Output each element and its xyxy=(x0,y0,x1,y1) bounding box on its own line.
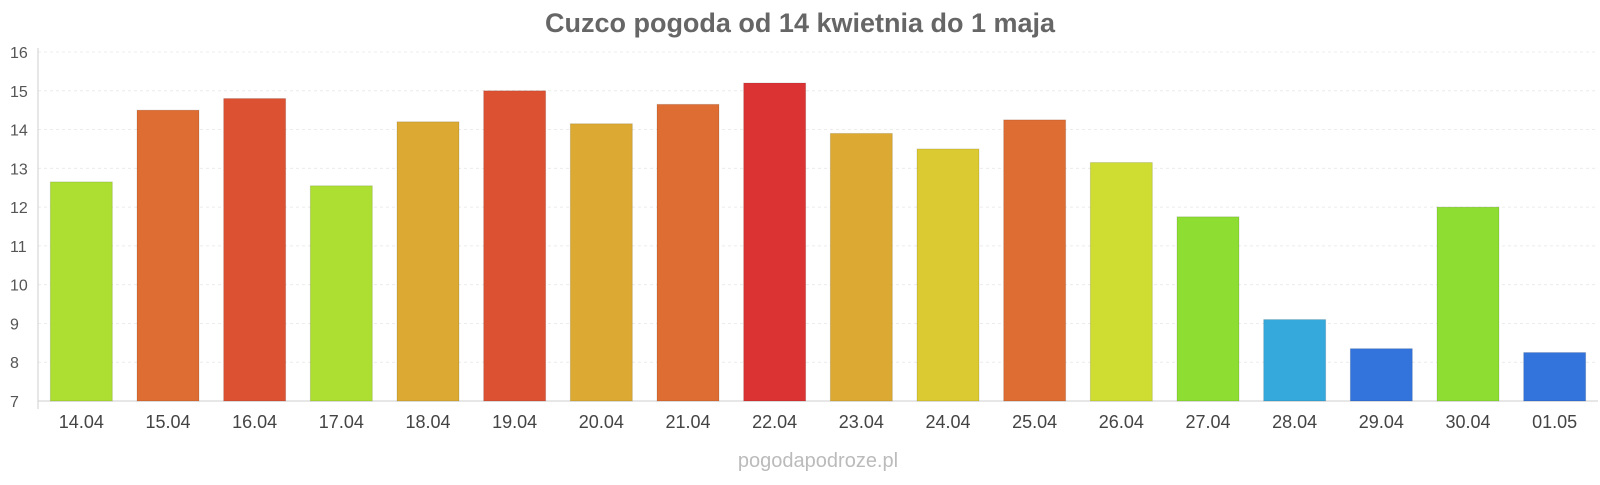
x-tick-label: 17.04 xyxy=(319,412,364,432)
bar-22-04 xyxy=(743,82,807,402)
bar-01-05 xyxy=(1523,352,1587,402)
x-tick-label: 19.04 xyxy=(492,412,537,432)
x-tick-label: 20.04 xyxy=(579,412,624,432)
bar-18-04 xyxy=(396,121,460,402)
x-tick-label: 14.04 xyxy=(59,412,104,432)
y-tick-label: 9 xyxy=(10,316,19,333)
x-tick-label: 25.04 xyxy=(1012,412,1057,432)
x-tick-label: 22.04 xyxy=(752,412,797,432)
bar-19-04 xyxy=(483,90,547,402)
x-tick-labels: 14.04 15.04 16.04 17.04 18.04 19.04 20.04 21.04… xyxy=(59,412,1577,432)
y-tick-label: 8 xyxy=(10,355,19,372)
x-tick-label: 24.04 xyxy=(925,412,970,432)
x-tick-label: 23.04 xyxy=(839,412,884,432)
x-tick-label: 27.04 xyxy=(1185,412,1230,432)
y-tick-label: 15 xyxy=(10,84,28,101)
x-tick-label: 30.04 xyxy=(1445,412,1490,432)
x-tick-label: 15.04 xyxy=(145,412,190,432)
y-tick-label: 13 xyxy=(10,161,28,178)
x-tick-label: 16.04 xyxy=(232,412,277,432)
bars xyxy=(49,82,1587,402)
bar-27-04 xyxy=(1176,216,1240,402)
bar-24-04 xyxy=(916,148,980,402)
bar-30-04 xyxy=(1436,206,1500,402)
bar-16-04 xyxy=(223,98,287,402)
x-tick-label: 26.04 xyxy=(1099,412,1144,432)
y-tick-label: 16 xyxy=(10,45,28,62)
x-tick-label: 18.04 xyxy=(405,412,450,432)
y-tick-label: 12 xyxy=(10,200,28,217)
y-tick-label: 7 xyxy=(10,394,19,411)
y-tick-label: 14 xyxy=(10,123,28,140)
x-tick-label: 29.04 xyxy=(1359,412,1404,432)
bar-26-04 xyxy=(1089,162,1153,402)
bar-20-04 xyxy=(569,123,633,402)
y-tick-label: 11 xyxy=(10,239,27,256)
y-tick-label: 10 xyxy=(10,278,28,295)
x-tick-label: 21.04 xyxy=(665,412,710,432)
bar-23-04 xyxy=(829,132,893,402)
bar-15-04 xyxy=(136,109,200,402)
bar-14-04 xyxy=(49,181,113,402)
source-label: pogodapodroze.pl xyxy=(738,450,898,472)
bar-17-04 xyxy=(309,185,373,402)
chart-title: Cuzco pogoda od 14 kwietnia do 1 maja xyxy=(545,8,1056,38)
grid-lines xyxy=(38,51,1598,363)
axes xyxy=(37,48,1598,409)
bar-25-04 xyxy=(1003,119,1067,402)
bar-28-04 xyxy=(1263,319,1327,402)
bar-21-04 xyxy=(656,103,720,402)
x-tick-label: 28.04 xyxy=(1272,412,1317,432)
x-tick-label: 01.05 xyxy=(1532,412,1577,432)
y-tick-labels: 7 8 9 10 11 12 13 14 15 16 xyxy=(10,45,28,411)
bar-29-04 xyxy=(1349,348,1413,402)
